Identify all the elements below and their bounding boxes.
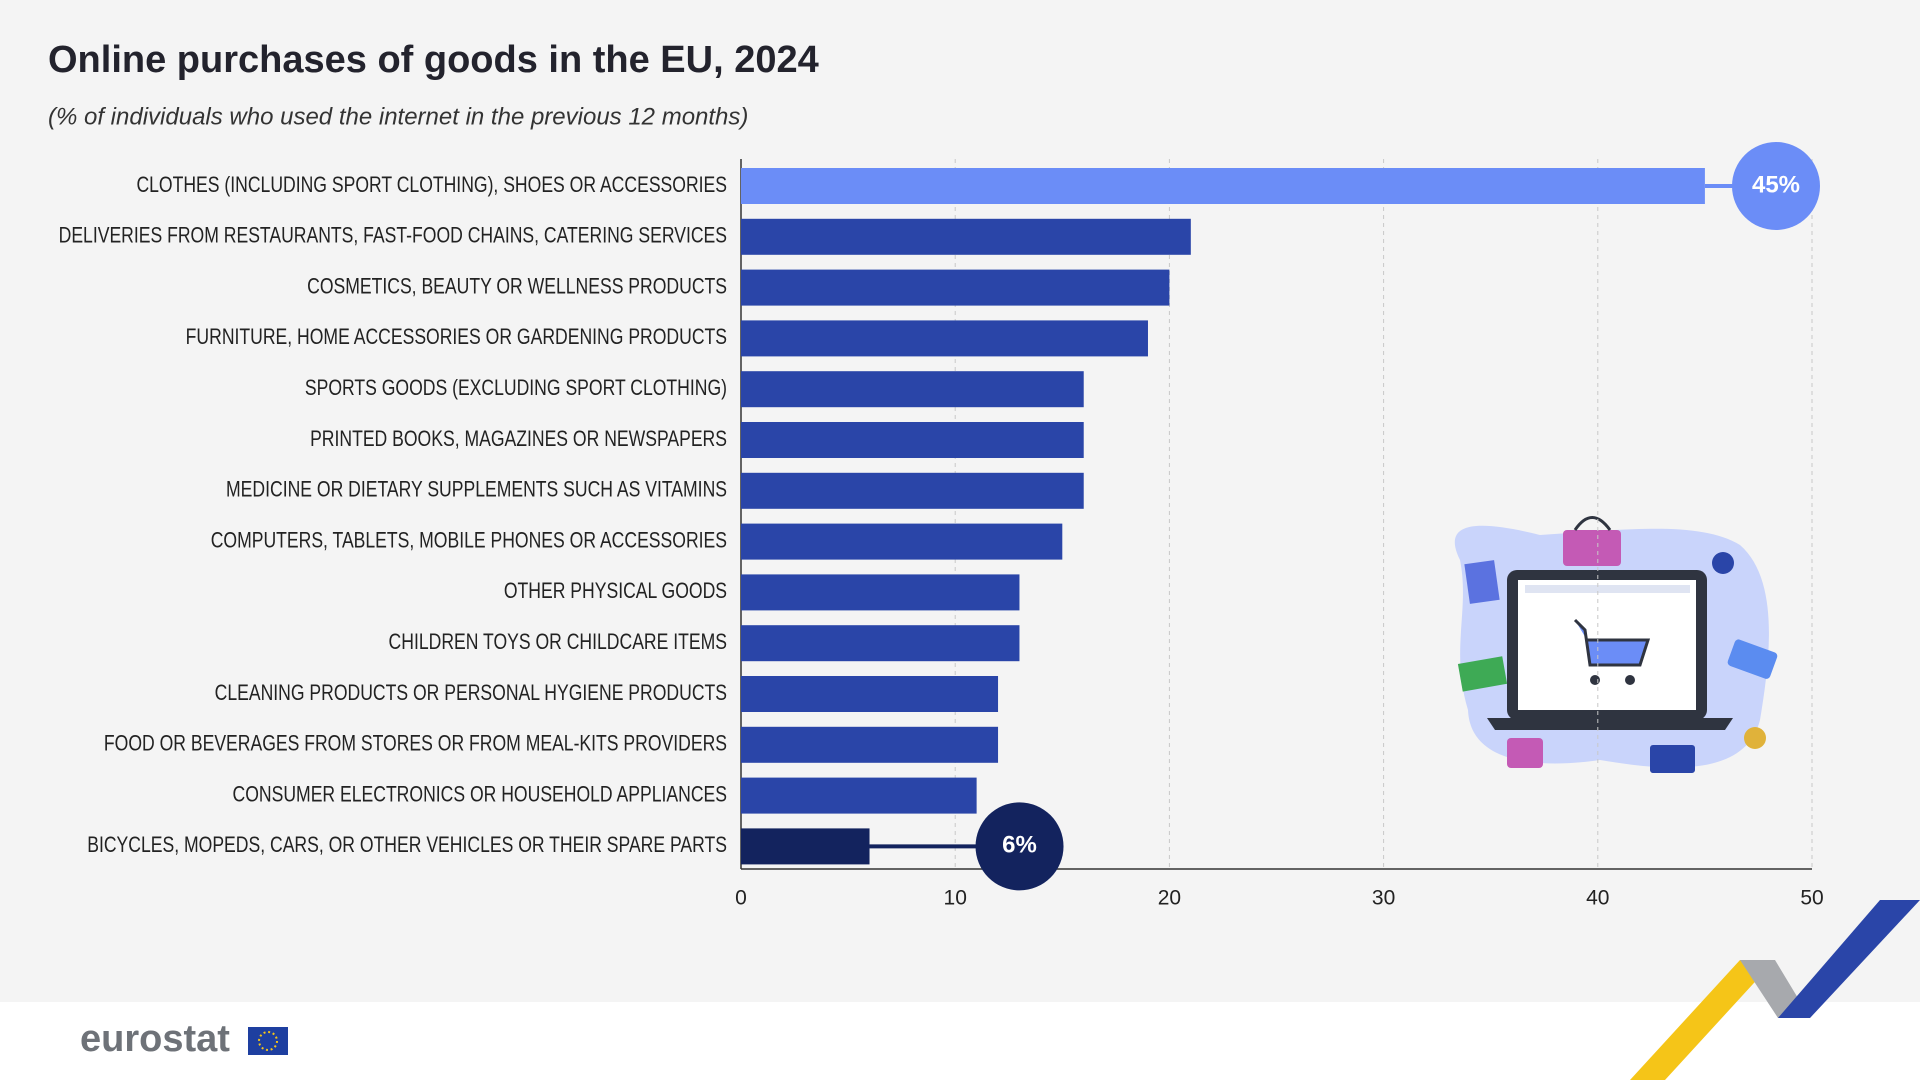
- y-tick-label: PRINTED BOOKS, MAGAZINES OR NEWSPAPERS: [310, 427, 727, 451]
- bar: [741, 523, 1063, 560]
- logo-text: eurostat: [80, 1018, 230, 1060]
- eu-stars: [258, 1031, 278, 1051]
- bar: [741, 422, 1084, 458]
- x-tick-label: 0: [735, 887, 747, 910]
- value-label-bubble: [975, 802, 1064, 891]
- value-label: 45%: [1752, 171, 1800, 198]
- bar: [741, 218, 1191, 255]
- x-tick-label: 40: [1586, 887, 1609, 910]
- y-tick-label: CLOTHES (INCLUDING SPORT CLOTHING), SHOE…: [136, 173, 727, 197]
- bar: [741, 472, 1084, 509]
- footer-band: [0, 1002, 1920, 1080]
- bar: [741, 168, 1705, 204]
- y-tick-label: CHILDREN TOYS OR CHILDCARE ITEMS: [389, 630, 727, 654]
- y-tick-label: MEDICINE OR DIETARY SUPPLEMENTS SUCH AS …: [226, 478, 727, 502]
- bar: [741, 269, 1170, 306]
- bar: [741, 574, 1020, 611]
- bar: [741, 777, 977, 814]
- y-tick-label: FOOD OR BEVERAGES FROM STORES OR FROM ME…: [104, 732, 727, 756]
- decoration: [1630, 900, 1920, 1080]
- bar: [741, 726, 999, 763]
- y-tick-label: SPORTS GOODS (EXCLUDING SPORT CLOTHING): [305, 376, 727, 400]
- y-tick-label: FURNITURE, HOME ACCESSORIES OR GARDENING…: [186, 325, 727, 349]
- illustration: [1454, 516, 1778, 773]
- bar: [741, 371, 1084, 408]
- x-tick-label: 30: [1372, 887, 1395, 910]
- x-tick-label: 50: [1800, 887, 1823, 910]
- value-label: 6%: [1002, 832, 1037, 859]
- y-tick-label: OTHER PHYSICAL GOODS: [504, 579, 727, 603]
- y-tick-label: COSMETICS, BEAUTY OR WELLNESS PRODUCTS: [307, 275, 727, 299]
- y-tick-label: CLEANING PRODUCTS OR PERSONAL HYGIENE PR…: [215, 681, 727, 705]
- y-tick-label: COMPUTERS, TABLETS, MOBILE PHONES OR ACC…: [211, 529, 727, 553]
- chart-title: Online purchases of goods in the EU, 202…: [48, 39, 819, 81]
- bar: [741, 676, 999, 712]
- value-label-bubble: [1732, 142, 1820, 230]
- y-tick-label: BICYCLES, MOPEDS, CARS, OR OTHER VEHICLE…: [87, 833, 727, 857]
- y-tick-label: CONSUMER ELECTRONICS OR HOUSEHOLD APPLIA…: [233, 783, 727, 807]
- bar: [741, 828, 870, 865]
- x-tick-label: 10: [944, 887, 967, 910]
- x-tick-label: 20: [1158, 887, 1181, 910]
- bar: [741, 320, 1148, 357]
- bar: [741, 625, 1020, 662]
- chart-subtitle: (% of individuals who used the internet …: [48, 103, 748, 130]
- y-tick-label: DELIVERIES FROM RESTAURANTS, FAST-FOOD C…: [59, 224, 727, 248]
- eu-flag: [248, 1027, 288, 1055]
